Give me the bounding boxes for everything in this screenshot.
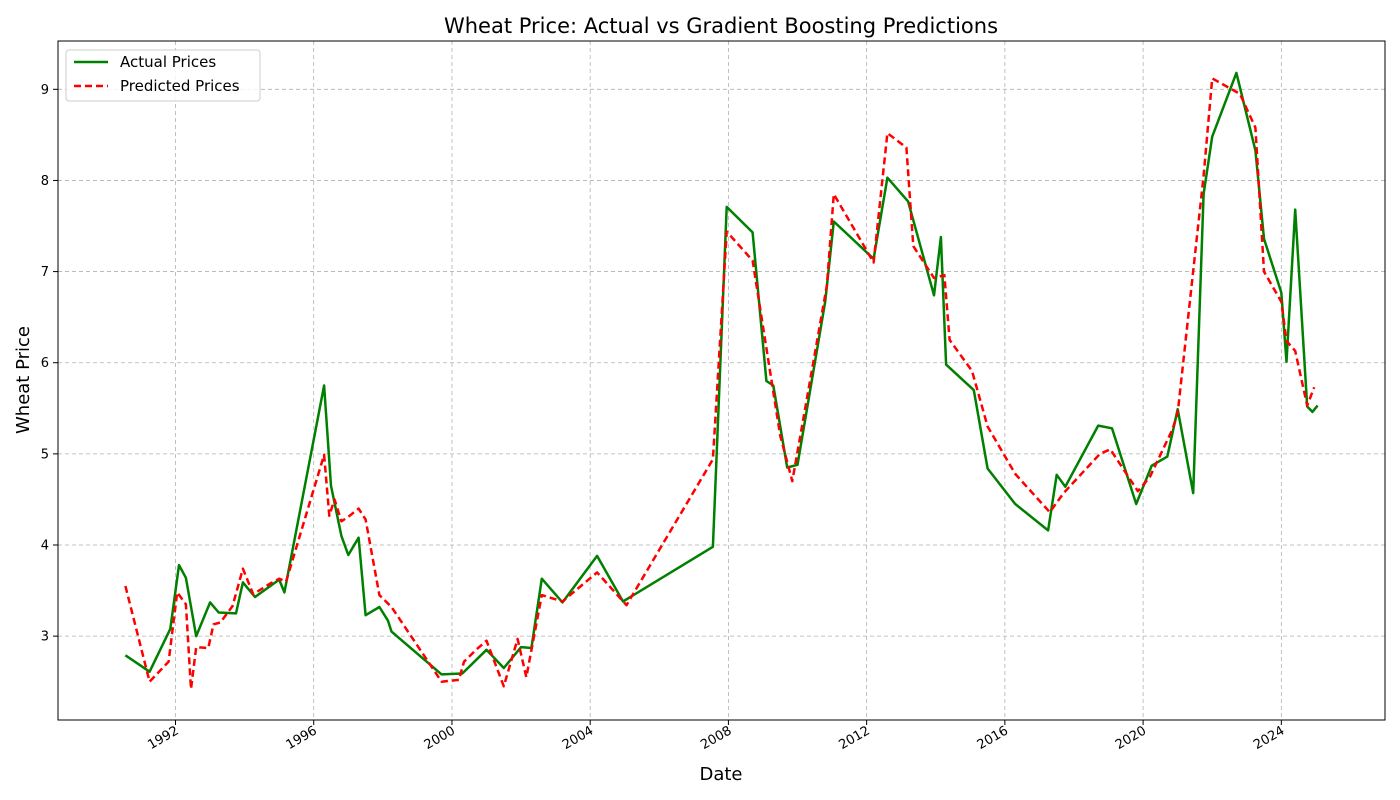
plot-frame [57,40,1386,721]
predicted-prices-line [124,77,1316,691]
x-axis-title: Date [699,764,742,785]
y-tick-label: 7 [41,265,49,280]
y-tick-label: 6 [41,356,49,371]
y-tick-label: 3 [41,630,49,645]
legend: Actual Prices Predicted Prices [65,49,261,102]
legend-label-actual: Actual Prices [120,53,216,71]
grid-lines [58,41,1385,720]
y-tick-label: 9 [41,83,49,98]
data-series [124,71,1319,691]
y-tick-label: 5 [41,447,49,462]
y-axis-title: Wheat Price [13,326,34,434]
legend-box [65,49,261,102]
y-tick-label: 8 [41,174,49,189]
y-tick-label: 4 [41,539,49,554]
legend-label-predicted: Predicted Prices [120,77,240,95]
chart-title: Wheat Price: Actual vs Gradient Boosting… [444,14,998,38]
actual-prices-line [124,71,1319,676]
